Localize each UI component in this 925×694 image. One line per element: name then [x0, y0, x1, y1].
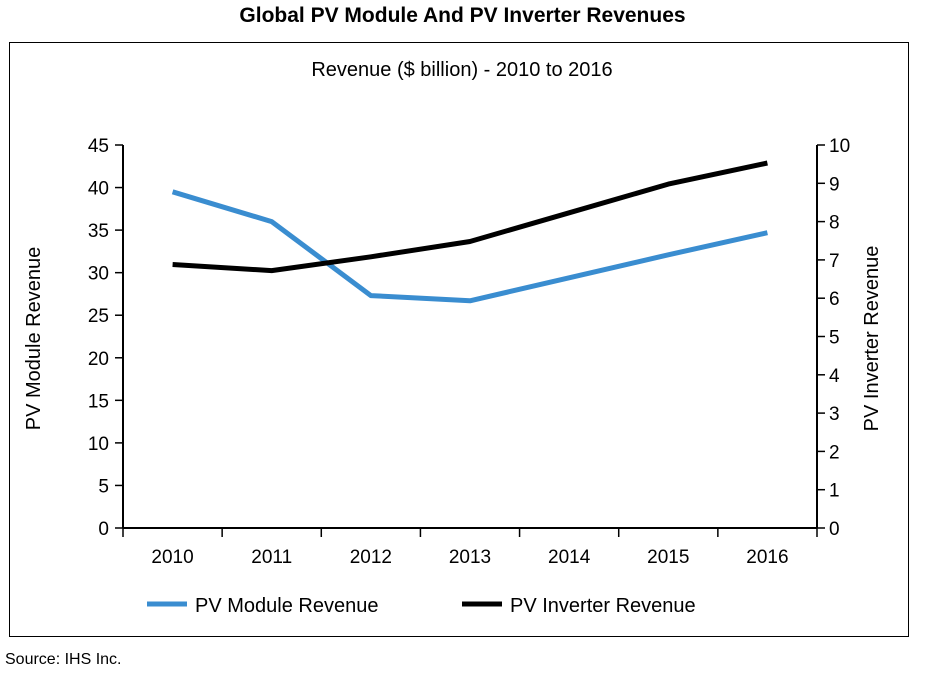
right-tick-label: 5	[829, 328, 840, 349]
series-line-pv-module	[171, 189, 768, 304]
right-tick-label: 9	[829, 174, 840, 195]
right-tick-label: 10	[829, 136, 850, 157]
left-tick-label: 35	[88, 221, 109, 242]
left-tick-label: 30	[88, 264, 109, 285]
right-tick-label: 0	[829, 519, 840, 540]
left-tick-label: 20	[88, 349, 109, 370]
series-group	[171, 160, 768, 304]
chart-title: Global PV Module And PV Inverter Revenue…	[239, 4, 686, 27]
legend-label: PV Module Revenue	[195, 595, 378, 617]
right-tick-label: 4	[829, 366, 840, 387]
left-tick-label: 10	[88, 434, 109, 455]
right-tick-label: 7	[829, 251, 840, 272]
x-tick-label: 2011	[251, 547, 292, 568]
chart-frame	[9, 42, 909, 637]
x-tick-label: 2010	[151, 547, 193, 568]
right-tick-label: 3	[829, 404, 840, 425]
right-axis-title: PV Inverter Revenue	[861, 246, 883, 432]
right-tick-label: 6	[829, 289, 840, 310]
source-note: Source: IHS Inc.	[5, 651, 122, 668]
left-tick-label: 0	[98, 519, 109, 540]
left-tick-label: 45	[88, 136, 109, 157]
x-tick-label: 2015	[647, 547, 689, 568]
x-tick-label: 2016	[746, 547, 788, 568]
right-tick-label: 1	[829, 481, 840, 502]
legend-label: PV Inverter Revenue	[510, 595, 696, 617]
x-tick-label: 2014	[548, 547, 591, 568]
x-tick-label: 2013	[449, 547, 491, 568]
right-tick-label: 2	[829, 442, 840, 463]
left-tick-label: 40	[88, 179, 109, 200]
series-line-pv-inverter	[172, 160, 768, 274]
chart-subtitle: Revenue ($ billion) - 2010 to 2016	[311, 59, 612, 81]
legend: PV Module Revenue PV Inverter Revenue	[147, 595, 696, 617]
left-tick-label: 15	[88, 391, 109, 412]
x-tick-label: 2012	[350, 547, 392, 568]
right-tick-label: 8	[829, 213, 840, 234]
left-axis-title: PV Module Revenue	[23, 247, 45, 430]
left-tick-label: 25	[88, 306, 109, 327]
left-tick-label: 5	[98, 476, 109, 497]
